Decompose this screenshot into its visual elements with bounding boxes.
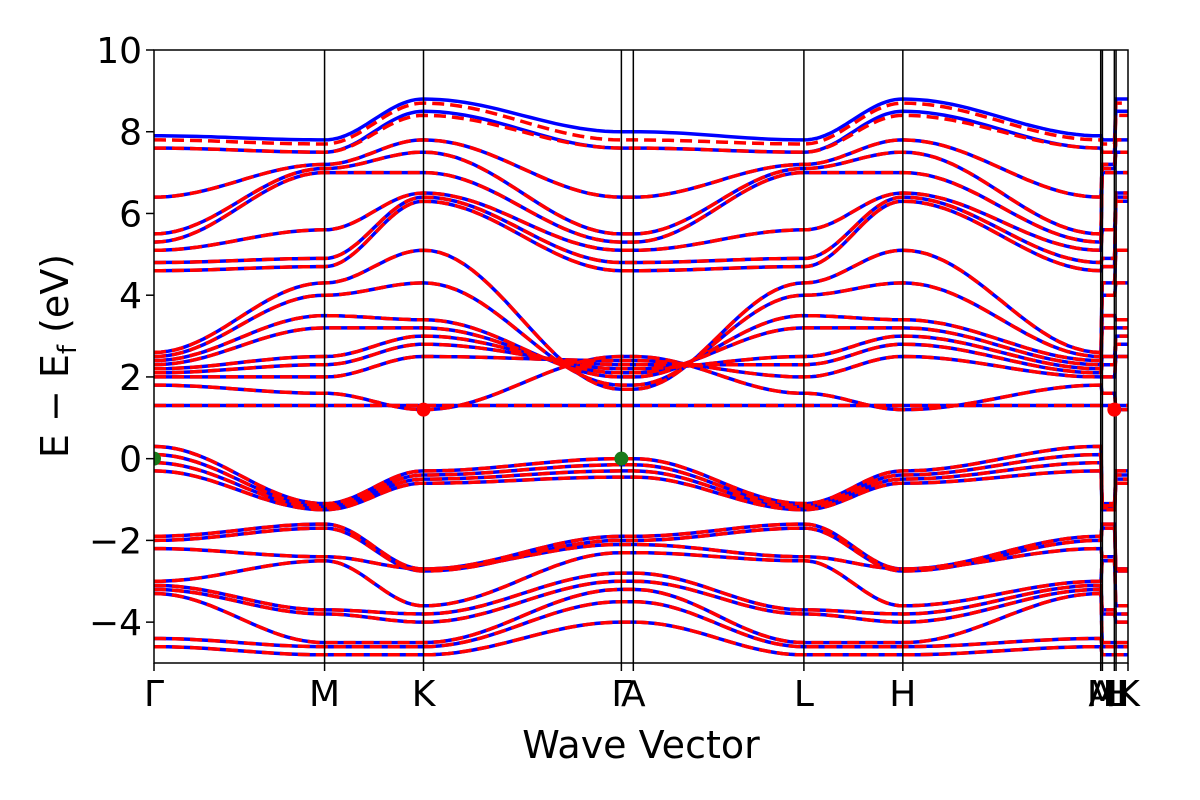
spin-down-band (154, 334, 1128, 371)
spin-down-band (154, 522, 1128, 571)
spin-down-band (154, 313, 1128, 379)
spin-down-band (154, 113, 1128, 154)
spin-down-band (154, 599, 1128, 649)
x-tick-label: A (1088, 674, 1113, 715)
spin-down-band (154, 571, 1128, 616)
spin-down-band (154, 326, 1128, 375)
plot-frame (153, 49, 1129, 664)
y-tick-label: 4 (119, 276, 142, 317)
y-tick-label: 2 (119, 358, 142, 399)
band-edge-marker (614, 451, 629, 466)
x-tick-label: H (1103, 674, 1130, 715)
spin-down-band (154, 354, 1128, 379)
x-axis-label: Wave Vector (522, 723, 760, 767)
spin-down-band (154, 354, 1128, 412)
band-edge-marker (1107, 402, 1122, 417)
band-edge-markers (154, 402, 1122, 466)
y-tick-label: 8 (119, 113, 142, 154)
spin-down-band (154, 170, 1128, 244)
spin-up-band (154, 97, 1128, 142)
x-tick-label: Γ (144, 674, 164, 715)
x-tick-label: Γ (611, 674, 631, 715)
x-tick-label: M (1087, 674, 1118, 715)
y-tick-label: −2 (89, 521, 142, 562)
x-tick-label: L (794, 674, 814, 715)
y-axis-ticks: −4 −2 0 2 4 6 8 10 (89, 31, 154, 644)
y-axis-label-subscript: f (53, 344, 83, 354)
x-tick-label: L (1104, 674, 1124, 715)
spin-down-band (154, 587, 1128, 645)
high-symmetry-lines (323, 50, 1117, 663)
spin-down-band (154, 199, 1128, 273)
y-tick-label: 0 (119, 440, 142, 481)
y-tick-label: −4 (89, 603, 142, 644)
x-tick-label: A (621, 674, 646, 715)
y-axis-label-unit: (eV) (33, 254, 77, 345)
y-axis-label-main: E − E (33, 354, 77, 458)
band-edge-marker (416, 402, 431, 417)
x-tick-label: K (1116, 674, 1141, 715)
band-edge-marker (154, 451, 161, 466)
x-tick-label: H (889, 674, 916, 715)
y-tick-label: 6 (119, 194, 142, 235)
x-tick-label: K (412, 674, 437, 715)
y-axis-label: E − Ef (eV) (33, 254, 83, 458)
y-tick-label: 10 (96, 31, 142, 72)
x-tick-label: M (309, 674, 340, 715)
spin-down-band (154, 191, 1128, 252)
band-lines (154, 97, 1128, 657)
spin-down-band (154, 452, 1128, 508)
spin-down-band (154, 620, 1128, 657)
